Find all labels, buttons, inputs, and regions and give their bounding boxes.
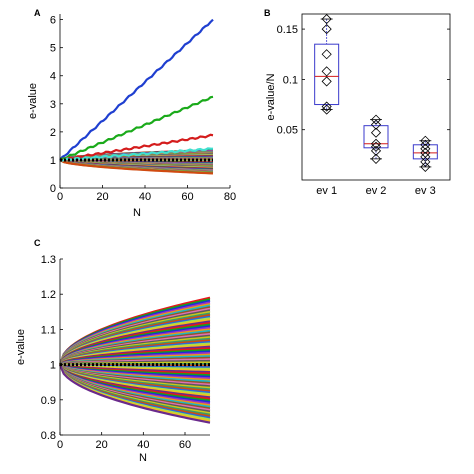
panel-a-xtick-label: 60 xyxy=(181,191,193,203)
box-point xyxy=(420,135,431,146)
box-point xyxy=(370,153,382,164)
panel-a-ytick-label: 1 xyxy=(50,155,56,167)
panel-a-xtick-label: 20 xyxy=(96,191,108,203)
box-point xyxy=(321,66,332,77)
panel-a-xtick-label: 40 xyxy=(139,191,151,203)
box-point xyxy=(370,127,382,138)
box-point xyxy=(321,101,332,112)
panel-b-frame xyxy=(301,13,451,181)
box-point xyxy=(370,141,382,152)
panel-b-axes: 0.05 0.1 0.15 ev 1 ev 2 ev 3 xyxy=(277,13,451,197)
box-point xyxy=(420,143,431,154)
panel-a-series-line xyxy=(59,147,214,162)
panel-a-series-line xyxy=(59,18,214,161)
box-point xyxy=(370,145,382,156)
box-point xyxy=(370,119,382,130)
panel-c-band-line xyxy=(58,364,211,424)
panel-c-letter: C xyxy=(34,238,41,248)
panel-a-ytick-label: 2 xyxy=(50,127,56,139)
panel-a: A 0 20 40 60 80 0 1 2 3 4 5 6 N e-value xyxy=(27,8,236,219)
box-point xyxy=(321,49,332,60)
panel-a-xtick-label: 0 xyxy=(57,191,63,203)
panel-b-ylabel: e-value/N xyxy=(265,73,277,120)
panel-b-xtick-label: ev 3 xyxy=(415,185,436,197)
box-point xyxy=(370,114,382,125)
panel-a-xtick-label: 80 xyxy=(224,191,236,203)
panel-c-axes: 0 20 40 60 0.8 0.9 1 1.1 1.2 1.3 xyxy=(41,254,210,451)
panel-c-ytick-label: 1.3 xyxy=(41,254,56,266)
panel-a-series-line xyxy=(59,133,214,162)
panel-c-xlabel: N xyxy=(139,452,147,464)
panel-a-ytick-label: 4 xyxy=(50,71,56,83)
panel-a-ytick-label: 6 xyxy=(50,15,56,27)
box-point xyxy=(321,104,332,115)
box-point xyxy=(321,24,332,35)
box-point xyxy=(370,138,382,149)
box-body xyxy=(314,43,340,106)
panel-c-ytick-label: 1.1 xyxy=(41,324,56,336)
panel-b-xtick-label: ev 2 xyxy=(366,185,387,197)
panel-b: B 0.05 0.1 0.15 ev 1 ev 2 ev 3 e-value/N xyxy=(264,8,451,197)
panel-b-ytick-label: 0.15 xyxy=(277,24,298,36)
panel-a-ytick-label: 0 xyxy=(50,183,56,195)
panel-b-letter: B xyxy=(264,8,271,18)
box-point xyxy=(420,139,431,150)
panel-c-ytick-label: 0.9 xyxy=(41,395,56,407)
panel-c-ylabel: e-value xyxy=(15,329,27,365)
panel-c-ytick-label: 0.8 xyxy=(41,430,56,442)
panel-a-ylabel: e-value xyxy=(27,83,39,119)
panel-a-ytick-label: 5 xyxy=(50,43,56,55)
box-point xyxy=(321,13,332,25)
panel-a-axes: 0 20 40 60 80 0 1 2 3 4 5 6 xyxy=(50,14,236,203)
box-point xyxy=(420,151,431,162)
panel-c-xtick-label: 20 xyxy=(96,439,108,451)
panel-b-xtick-label: ev 1 xyxy=(316,185,337,197)
panel-a-series-line xyxy=(59,95,214,161)
panel-c-xtick-label: 40 xyxy=(137,439,149,451)
panel-c-xtick-label: 0 xyxy=(57,439,63,451)
panel-c-ytick-label: 1 xyxy=(50,360,56,372)
panel-c-band xyxy=(58,296,211,424)
panel-a-band-line xyxy=(59,158,214,175)
panel-c: C 0 20 40 60 0.8 0.9 1 1.1 1.2 1.3 N e-value xyxy=(15,238,211,464)
panel-a-lines xyxy=(59,18,214,162)
panel-b-ytick-label: 0.1 xyxy=(283,74,298,86)
box-point xyxy=(420,161,431,172)
box-point xyxy=(321,76,332,87)
panel-c-ytick-label: 1.2 xyxy=(41,289,56,301)
panel-a-xlabel: N xyxy=(133,207,141,219)
panel-b-ytick-label: 0.05 xyxy=(277,125,298,137)
panel-c-xtick-label: 60 xyxy=(179,439,191,451)
panel-b-boxes xyxy=(314,13,438,172)
panel-a-ytick-label: 3 xyxy=(50,99,56,111)
panel-a-letter: A xyxy=(34,8,41,18)
box-point xyxy=(420,156,431,167)
